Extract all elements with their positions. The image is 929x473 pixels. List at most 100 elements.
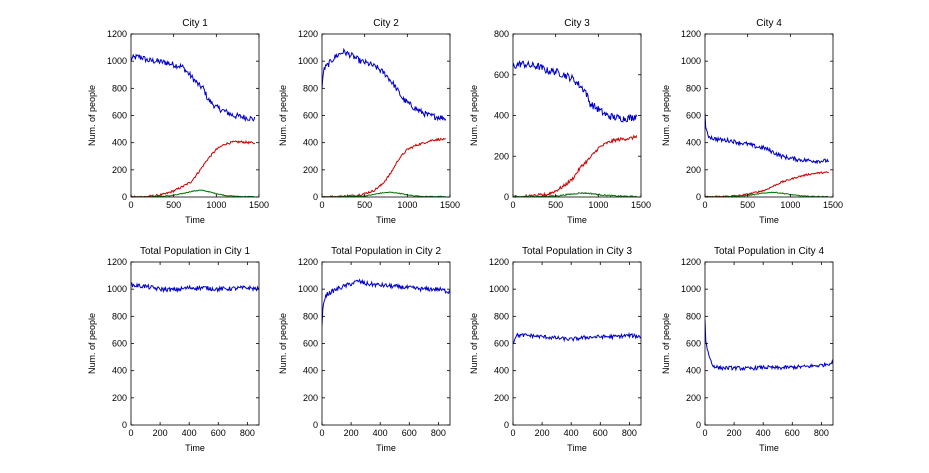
y-tick-label: 1200 bbox=[298, 29, 318, 39]
y-tick-label: 200 bbox=[303, 393, 318, 403]
x-tick-label: 1500 bbox=[249, 200, 269, 210]
x-axis-label: Time bbox=[185, 215, 205, 225]
subplot-title: City 4 bbox=[756, 18, 782, 29]
axes-box bbox=[321, 261, 451, 426]
y-tick-label: 0 bbox=[122, 192, 127, 202]
subplot-1: City 1 0 200 400 600 800 1000 1200 0 500 1000 1500 T… bbox=[87, 18, 269, 225]
y-tick-label: 200 bbox=[494, 393, 509, 403]
y-axis-label: Num. of people bbox=[87, 313, 97, 374]
series-line-1 bbox=[131, 281, 259, 294]
y-tick-label: 0 bbox=[313, 420, 318, 430]
y-tick-label: 800 bbox=[494, 29, 509, 39]
y-tick-label: 400 bbox=[686, 366, 701, 376]
y-tick-label: 200 bbox=[112, 393, 127, 403]
y-tick-label: 1000 bbox=[107, 56, 127, 66]
y-tick-label: 0 bbox=[313, 192, 318, 202]
y-tick-label: 800 bbox=[686, 311, 701, 321]
x-tick-label: 200 bbox=[535, 428, 550, 438]
subplot-title: Total Population in City 1 bbox=[140, 246, 251, 257]
x-tick-label: 1500 bbox=[440, 200, 460, 210]
y-tick-label: 1200 bbox=[681, 29, 701, 39]
y-tick-label: 800 bbox=[494, 311, 509, 321]
x-tick-label: 600 bbox=[402, 428, 417, 438]
x-axis-label: Time bbox=[759, 215, 779, 225]
y-tick-label: 600 bbox=[686, 111, 701, 121]
y-tick-label: 400 bbox=[303, 138, 318, 148]
y-tick-label: 400 bbox=[494, 366, 509, 376]
x-tick-label: 800 bbox=[431, 428, 446, 438]
axes-box bbox=[704, 261, 834, 426]
x-tick-label: 600 bbox=[785, 428, 800, 438]
y-tick-label: 200 bbox=[686, 165, 701, 175]
y-tick-label: 400 bbox=[303, 366, 318, 376]
series-line-2 bbox=[322, 137, 446, 197]
x-tick-label: 600 bbox=[211, 428, 226, 438]
y-tick-label: 800 bbox=[112, 83, 127, 93]
x-tick-label: 0 bbox=[510, 428, 515, 438]
y-tick-label: 800 bbox=[112, 311, 127, 321]
y-tick-label: 0 bbox=[696, 192, 701, 202]
subplot-5: Total Population in City 1 0 200 400 600 800 1… bbox=[87, 246, 260, 453]
x-tick-label: 0 bbox=[510, 200, 515, 210]
x-tick-label: 0 bbox=[319, 428, 324, 438]
x-axis-label: Time bbox=[185, 443, 205, 453]
subplot-3: City 3 0 200 400 600 800 0 500 1000 1500 Time Num. … bbox=[469, 18, 651, 225]
x-tick-label: 0 bbox=[702, 428, 707, 438]
y-tick-label: 600 bbox=[686, 339, 701, 349]
x-axis-label: Time bbox=[376, 443, 396, 453]
axes-box bbox=[512, 261, 642, 426]
x-tick-label: 1500 bbox=[823, 200, 843, 210]
subplot-8: Total Population in City 4 0 200 400 600 800 1… bbox=[661, 246, 834, 453]
y-tick-label: 600 bbox=[494, 70, 509, 80]
x-tick-label: 1000 bbox=[780, 200, 800, 210]
y-tick-label: 1000 bbox=[681, 56, 701, 66]
x-tick-label: 200 bbox=[727, 428, 742, 438]
y-axis-label: Num. of people bbox=[87, 85, 97, 146]
y-tick-label: 1200 bbox=[298, 257, 318, 267]
series-line-1 bbox=[322, 47, 447, 122]
y-tick-label: 0 bbox=[696, 420, 701, 430]
y-tick-label: 1200 bbox=[107, 257, 127, 267]
y-tick-label: 600 bbox=[112, 111, 127, 121]
y-axis-label: Num. of people bbox=[661, 85, 671, 146]
series-line-2 bbox=[131, 139, 256, 197]
y-axis-label: Num. of people bbox=[469, 313, 479, 374]
y-tick-label: 800 bbox=[303, 83, 318, 93]
series-line-1 bbox=[513, 331, 641, 345]
y-tick-label: 800 bbox=[303, 311, 318, 321]
y-tick-label: 1000 bbox=[681, 284, 701, 294]
x-axis-label: Time bbox=[567, 443, 587, 453]
y-tick-label: 200 bbox=[112, 165, 127, 175]
y-tick-label: 0 bbox=[504, 420, 509, 430]
y-tick-label: 1000 bbox=[489, 284, 509, 294]
y-tick-label: 800 bbox=[686, 83, 701, 93]
x-tick-label: 400 bbox=[756, 428, 771, 438]
y-tick-label: 1200 bbox=[489, 257, 509, 267]
x-tick-label: 1000 bbox=[206, 200, 226, 210]
y-tick-label: 0 bbox=[122, 420, 127, 430]
y-axis-label: Num. of people bbox=[278, 85, 288, 146]
x-tick-label: 1500 bbox=[631, 200, 651, 210]
x-tick-label: 0 bbox=[128, 200, 133, 210]
y-tick-label: 200 bbox=[686, 393, 701, 403]
subplot-title: Total Population in City 4 bbox=[714, 246, 825, 257]
x-tick-label: 500 bbox=[548, 200, 563, 210]
x-axis-label: Time bbox=[567, 215, 587, 225]
y-tick-label: 600 bbox=[112, 339, 127, 349]
x-axis-label: Time bbox=[759, 443, 779, 453]
x-tick-label: 400 bbox=[373, 428, 388, 438]
subplot-title: City 1 bbox=[182, 18, 208, 29]
subplot-6: Total Population in City 2 0 200 400 600 800 1… bbox=[278, 246, 451, 453]
y-tick-label: 1000 bbox=[298, 56, 318, 66]
y-tick-label: 1000 bbox=[107, 284, 127, 294]
x-tick-label: 0 bbox=[702, 200, 707, 210]
y-tick-label: 400 bbox=[112, 138, 127, 148]
y-tick-label: 0 bbox=[504, 192, 509, 202]
y-tick-label: 1200 bbox=[681, 257, 701, 267]
y-tick-label: 400 bbox=[494, 111, 509, 121]
x-tick-label: 1000 bbox=[397, 200, 417, 210]
x-tick-label: 800 bbox=[814, 428, 829, 438]
y-tick-label: 200 bbox=[303, 165, 318, 175]
x-tick-label: 400 bbox=[564, 428, 579, 438]
